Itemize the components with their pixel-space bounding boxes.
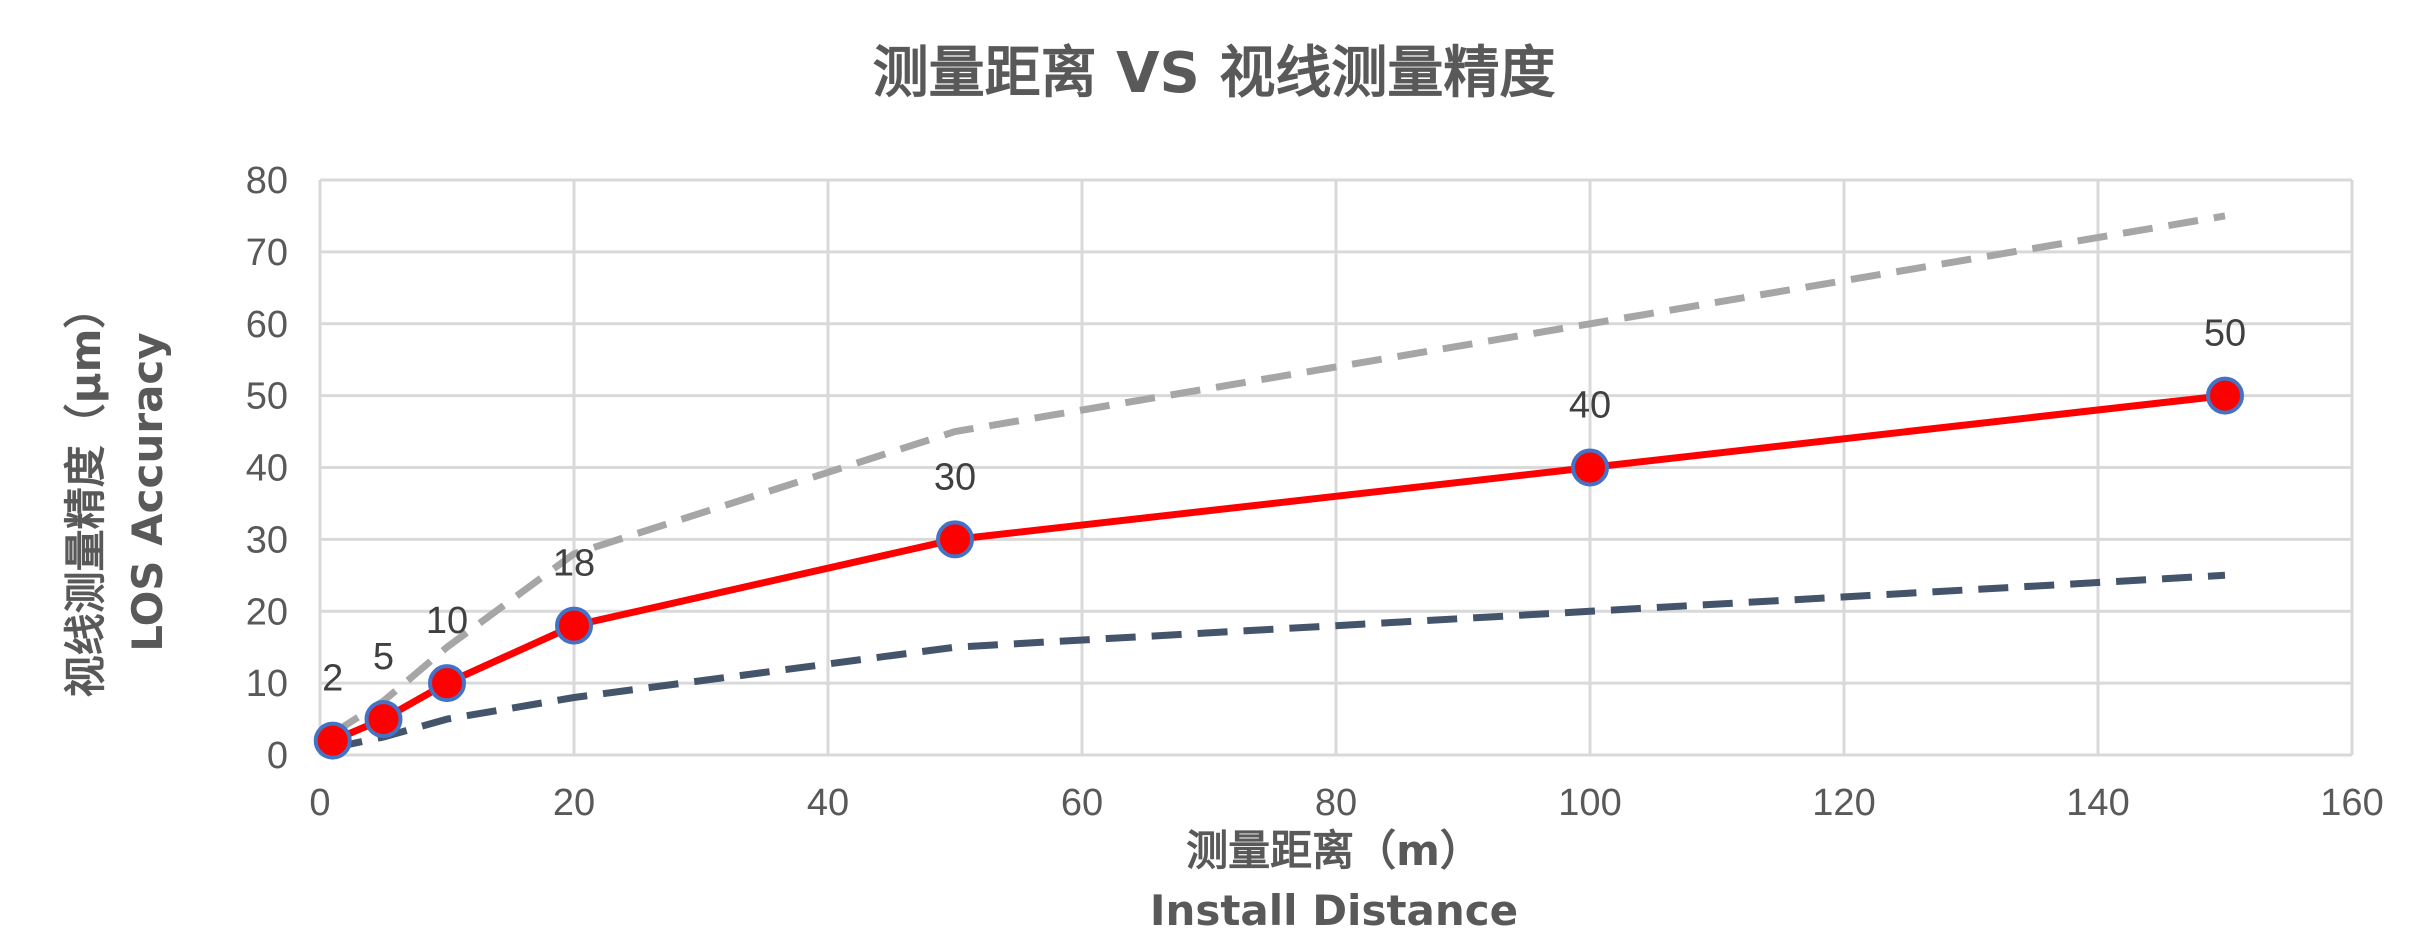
y-tick-label: 30: [246, 519, 288, 561]
data-label: 5: [373, 636, 394, 678]
y-tick-label: 10: [246, 663, 288, 705]
y-tick-labels: 0 10 20 30 40 50 60 70 80: [246, 160, 288, 777]
x-tick-label: 0: [309, 782, 330, 824]
x-tick-label: 120: [1812, 782, 1875, 824]
series-line-dashed-upper: [330, 212, 2226, 737]
chart-title: 测量距离 VS 视线测量精度: [873, 41, 1556, 106]
y-tick-label: 0: [267, 735, 288, 777]
y-axis-label-en: LOS Accuracy: [123, 332, 172, 651]
data-label: 50: [2204, 313, 2246, 355]
x-tick-label: 20: [553, 782, 595, 824]
x-tick-label: 80: [1315, 782, 1357, 824]
series-marker: [555, 606, 593, 645]
data-label: 10: [426, 600, 468, 642]
x-axis-label-en: Install Distance: [1150, 886, 1518, 935]
y-tick-label: 60: [246, 304, 288, 346]
data-label: 18: [553, 543, 595, 585]
series-lines: [330, 212, 2226, 752]
x-tick-label: 140: [2066, 782, 2129, 824]
y-tick-label: 80: [246, 160, 288, 202]
series-marker: [936, 520, 974, 559]
x-tick-label: 40: [807, 782, 849, 824]
data-label: 2: [322, 658, 343, 700]
series-markers: [313, 376, 2244, 760]
x-tick-labels: 0 20 40 60 80 100 120 140 160: [309, 782, 2383, 824]
y-tick-label: 40: [246, 448, 288, 490]
y-tick-label: 70: [246, 232, 288, 274]
y-tick-label: 50: [246, 376, 288, 418]
data-label: 40: [1569, 385, 1611, 427]
series-marker: [2206, 376, 2244, 415]
data-label: 30: [934, 456, 976, 498]
y-axis-label: 视线测量精度（μm）: [61, 287, 110, 698]
data-labels: 25 10 18 30 40 50: [322, 313, 2246, 700]
grid-lines: [318, 178, 2354, 757]
x-tick-label: 100: [1558, 782, 1621, 824]
y-tick-label: 20: [246, 591, 288, 633]
series-marker: [313, 721, 352, 760]
x-tick-label: 60: [1061, 782, 1103, 824]
series-marker: [428, 664, 466, 703]
series-marker: [1571, 448, 1609, 487]
x-axis-label: 测量距离（m）: [1186, 826, 1482, 875]
series-line-dashed-lower: [331, 571, 2226, 752]
x-tick-label: 160: [2320, 782, 2383, 824]
series-marker: [364, 700, 403, 739]
